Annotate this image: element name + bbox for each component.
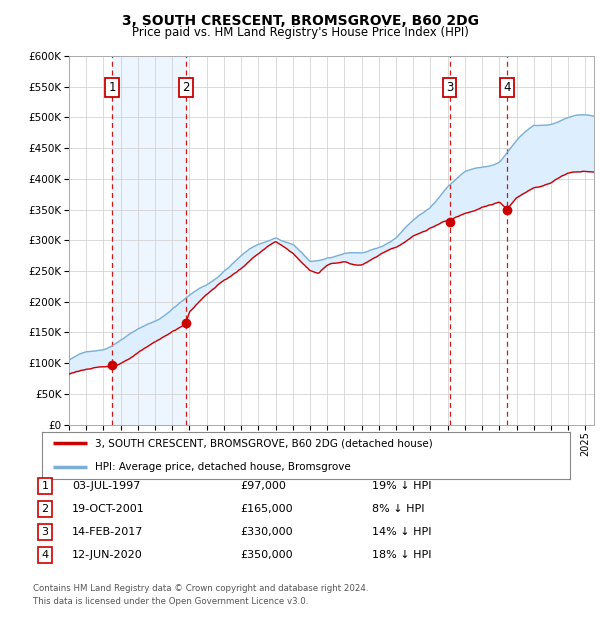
Text: Contains HM Land Registry data © Crown copyright and database right 2024.
This d: Contains HM Land Registry data © Crown c… — [33, 584, 368, 606]
Text: £350,000: £350,000 — [240, 550, 293, 560]
Text: 19% ↓ HPI: 19% ↓ HPI — [372, 481, 431, 491]
Text: 4: 4 — [41, 550, 49, 560]
Text: £165,000: £165,000 — [240, 504, 293, 514]
Text: 14% ↓ HPI: 14% ↓ HPI — [372, 527, 431, 537]
Text: 1: 1 — [108, 81, 116, 94]
Text: £97,000: £97,000 — [240, 481, 286, 491]
Text: HPI: Average price, detached house, Bromsgrove: HPI: Average price, detached house, Brom… — [95, 461, 350, 472]
Text: 4: 4 — [503, 81, 511, 94]
Text: 8% ↓ HPI: 8% ↓ HPI — [372, 504, 425, 514]
Text: 14-FEB-2017: 14-FEB-2017 — [72, 527, 143, 537]
Text: 2: 2 — [41, 504, 49, 514]
Text: 3: 3 — [41, 527, 49, 537]
Text: 1: 1 — [41, 481, 49, 491]
Text: 12-JUN-2020: 12-JUN-2020 — [72, 550, 143, 560]
Text: £330,000: £330,000 — [240, 527, 293, 537]
Text: 2: 2 — [182, 81, 190, 94]
Text: 19-OCT-2001: 19-OCT-2001 — [72, 504, 145, 514]
Text: 03-JUL-1997: 03-JUL-1997 — [72, 481, 140, 491]
Text: 3: 3 — [446, 81, 454, 94]
Text: 3, SOUTH CRESCENT, BROMSGROVE, B60 2DG: 3, SOUTH CRESCENT, BROMSGROVE, B60 2DG — [121, 14, 479, 28]
Text: 18% ↓ HPI: 18% ↓ HPI — [372, 550, 431, 560]
Text: 3, SOUTH CRESCENT, BROMSGROVE, B60 2DG (detached house): 3, SOUTH CRESCENT, BROMSGROVE, B60 2DG (… — [95, 438, 433, 448]
Text: Price paid vs. HM Land Registry's House Price Index (HPI): Price paid vs. HM Land Registry's House … — [131, 26, 469, 39]
Bar — [112, 56, 186, 425]
